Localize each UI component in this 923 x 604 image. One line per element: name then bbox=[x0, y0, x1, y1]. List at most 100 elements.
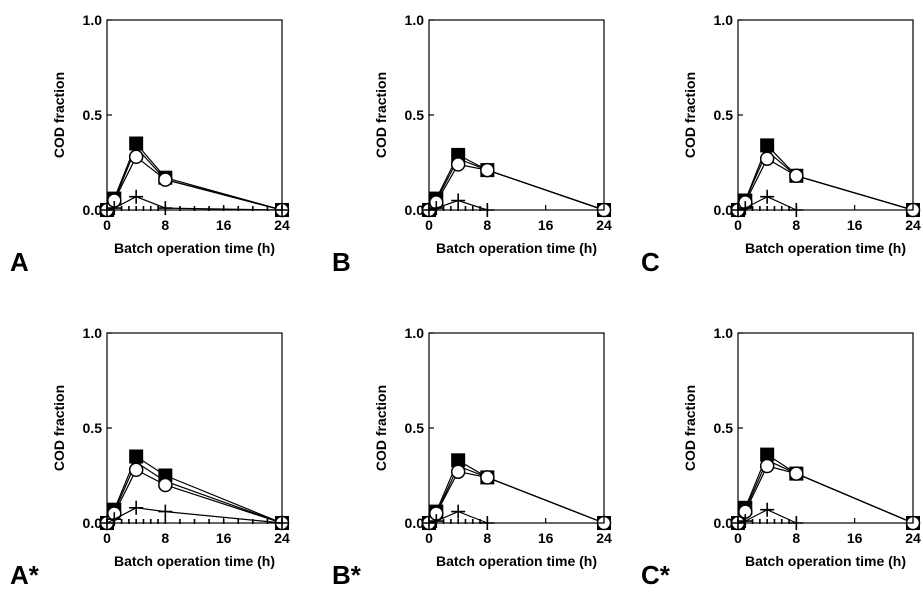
y-tick-label: 0.5 bbox=[83, 420, 103, 436]
y-axis-title: COD fraction bbox=[682, 72, 698, 158]
series-line bbox=[737, 465, 914, 524]
data-point-circle bbox=[450, 157, 466, 172]
x-tick-label: 24 bbox=[274, 530, 290, 546]
y-tick-label: 0.0 bbox=[714, 515, 734, 531]
data-point-circle bbox=[759, 458, 775, 474]
y-tick-label: 1.0 bbox=[83, 12, 103, 28]
y-axis-title: COD fraction bbox=[51, 385, 67, 471]
plot-frame bbox=[737, 19, 914, 211]
x-tick-label: 0 bbox=[734, 217, 742, 233]
data-point-plus bbox=[451, 504, 466, 519]
x-axis-title: Batch operation time (h) bbox=[436, 553, 597, 569]
panel-label: A bbox=[10, 247, 29, 277]
x-tick-label: 8 bbox=[483, 530, 491, 546]
x-tick-label: 24 bbox=[596, 217, 612, 233]
y-tick-label: 1.0 bbox=[714, 12, 734, 28]
plot-frame bbox=[428, 332, 605, 524]
x-tick-label: 24 bbox=[596, 530, 612, 546]
panel-label: B bbox=[332, 247, 351, 277]
y-tick-label: 0.0 bbox=[405, 202, 425, 218]
x-tick-label: 8 bbox=[161, 530, 169, 546]
series-line bbox=[428, 199, 488, 211]
series-filled-square bbox=[100, 449, 289, 530]
x-tick-label: 8 bbox=[483, 217, 491, 233]
x-tick-label: 24 bbox=[274, 217, 290, 233]
plot-frame bbox=[737, 332, 914, 524]
chart-panel-a-star: 0.0 0.5 1.0 0 8 16 24 Batch operation time (h) C… bbox=[10, 325, 290, 590]
chart-panel-c: 0.0 0.5 1.0 0 8 16 24 Batch operation time (h) C… bbox=[641, 12, 921, 277]
series-line bbox=[737, 509, 797, 524]
y-tick-label: 0.0 bbox=[405, 515, 425, 531]
plot-frame bbox=[428, 19, 605, 211]
panel-label: A* bbox=[10, 560, 40, 590]
data-point-plus bbox=[129, 500, 144, 515]
series-line bbox=[737, 157, 914, 211]
data-point-plus bbox=[451, 193, 466, 208]
x-axis-title: Batch operation time (h) bbox=[745, 240, 906, 256]
x-tick-label: 16 bbox=[847, 217, 863, 233]
x-tick-label: 16 bbox=[538, 530, 554, 546]
data-point-circle bbox=[480, 162, 495, 178]
x-tick-label: 24 bbox=[905, 530, 921, 546]
panel-label: B* bbox=[332, 560, 362, 590]
series-plus bbox=[100, 189, 289, 217]
data-point-circle bbox=[480, 470, 495, 485]
data-point-plus bbox=[129, 189, 144, 204]
x-tick-label: 16 bbox=[216, 530, 232, 546]
x-tick-label: 8 bbox=[792, 217, 800, 233]
x-tick-label: 8 bbox=[792, 530, 800, 546]
x-tick-label: 0 bbox=[425, 217, 433, 233]
y-tick-label: 0.0 bbox=[83, 202, 103, 218]
y-tick-label: 0.5 bbox=[405, 420, 425, 436]
y-axis-title: COD fraction bbox=[682, 385, 698, 471]
data-point-plus bbox=[760, 502, 775, 517]
y-tick-label: 0.5 bbox=[405, 107, 425, 123]
x-tick-label: 16 bbox=[847, 530, 863, 546]
y-tick-label: 1.0 bbox=[405, 12, 425, 28]
x-axis-title: Batch operation time (h) bbox=[114, 240, 275, 256]
plot-frame bbox=[106, 19, 283, 211]
y-tick-label: 0.0 bbox=[714, 202, 734, 218]
data-point-circle bbox=[450, 464, 466, 479]
y-tick-label: 0.5 bbox=[83, 107, 103, 123]
series-line bbox=[428, 510, 488, 524]
y-tick-label: 0.5 bbox=[714, 107, 734, 123]
chart-panel-b-star: 0.0 0.5 1.0 0 8 16 24 Batch operation time (h) C… bbox=[332, 325, 612, 590]
series-filled-diamond bbox=[732, 145, 919, 216]
series-filled-square bbox=[731, 447, 920, 530]
data-point-circle bbox=[789, 466, 804, 481]
series-line bbox=[428, 471, 605, 524]
data-point-plus bbox=[760, 189, 775, 204]
chart-panel-c-star: 0.0 0.5 1.0 0 8 16 24 Batch operation time (h) C… bbox=[641, 325, 921, 590]
y-tick-label: 1.0 bbox=[405, 325, 425, 341]
series-line bbox=[737, 196, 797, 211]
series-line bbox=[106, 155, 283, 211]
data-point-circle bbox=[759, 151, 775, 166]
x-tick-label: 16 bbox=[216, 217, 232, 233]
y-axis-title: COD fraction bbox=[51, 72, 67, 158]
y-tick-label: 0.0 bbox=[83, 515, 103, 531]
y-axis-title: COD fraction bbox=[373, 72, 389, 158]
x-tick-label: 0 bbox=[103, 530, 111, 546]
data-point-circle bbox=[128, 462, 144, 478]
data-point-plus bbox=[158, 504, 173, 519]
x-axis-title: Batch operation time (h) bbox=[436, 240, 597, 256]
series-filled-diamond bbox=[101, 456, 288, 529]
x-tick-label: 0 bbox=[103, 217, 111, 233]
x-axis-title: Batch operation time (h) bbox=[745, 553, 906, 569]
series-filled-square bbox=[422, 453, 611, 530]
panel-label: C bbox=[641, 247, 660, 277]
data-point-circle bbox=[158, 172, 173, 187]
x-axis-title: Batch operation time (h) bbox=[114, 553, 275, 569]
y-axis-title: COD fraction bbox=[373, 385, 389, 471]
chart-panel-b: 0.0 0.5 1.0 0 8 16 24 Batch operation time (h) C… bbox=[332, 12, 612, 277]
data-point-circle bbox=[789, 168, 804, 184]
y-tick-label: 0.5 bbox=[714, 420, 734, 436]
series-filled-square bbox=[731, 138, 920, 217]
chart-panel-a: 0.0 0.5 1.0 0 8 16 24 Batch operation time (h) C… bbox=[10, 12, 290, 277]
series-line bbox=[428, 163, 605, 211]
x-tick-label: 24 bbox=[905, 217, 921, 233]
x-tick-label: 8 bbox=[161, 217, 169, 233]
x-tick-label: 16 bbox=[538, 217, 554, 233]
